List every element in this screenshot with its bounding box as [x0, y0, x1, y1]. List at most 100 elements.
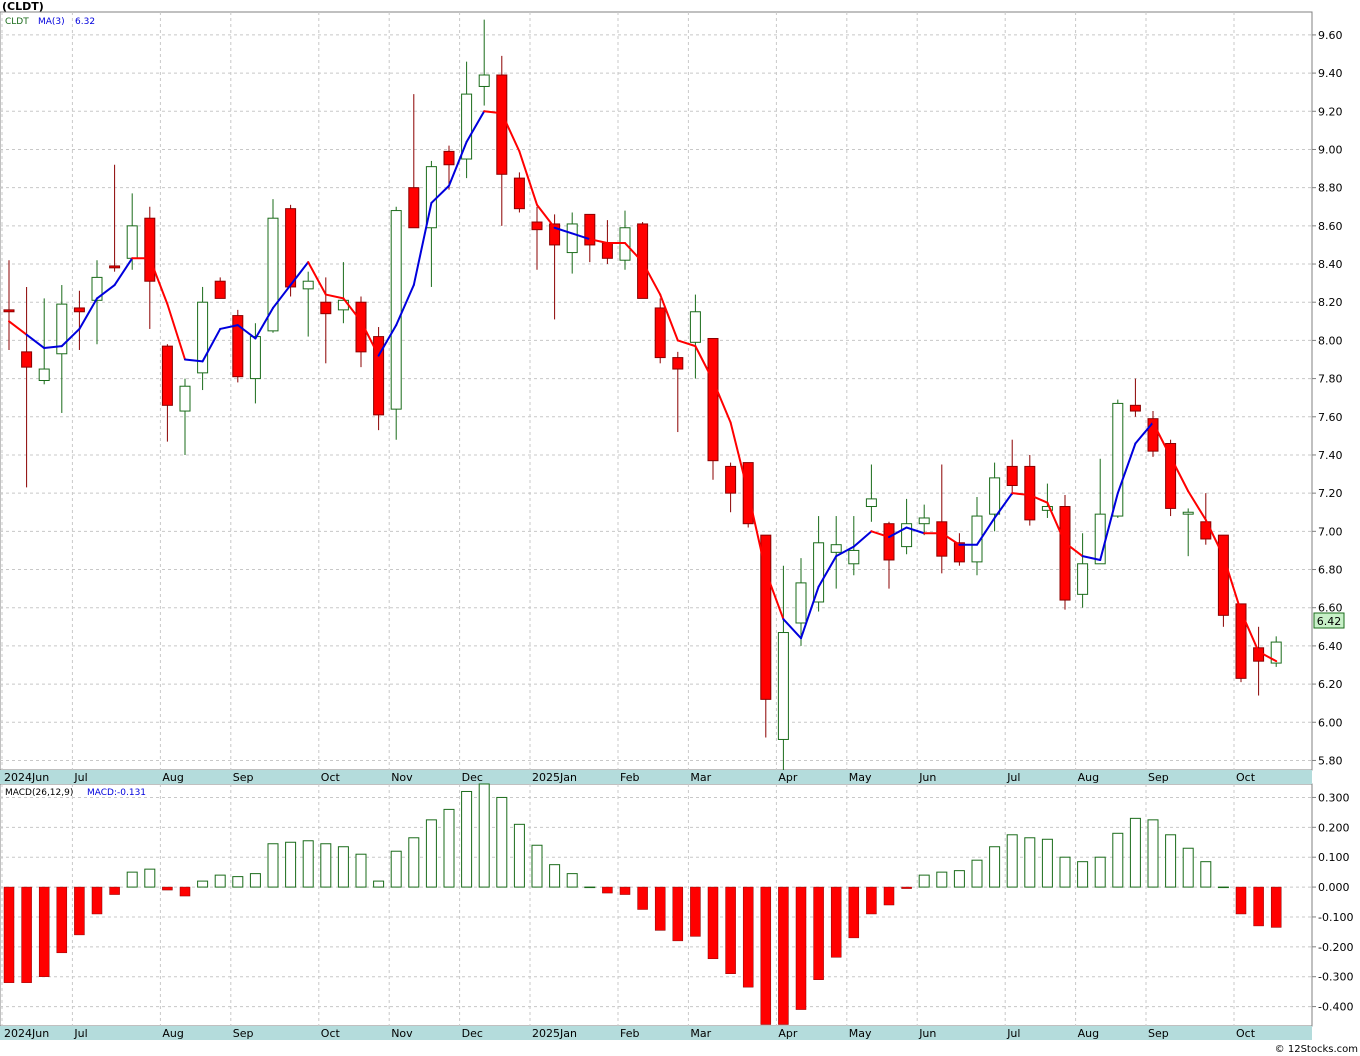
ma-segment — [272, 284, 292, 309]
price-date-label: Sep — [233, 771, 254, 784]
macd-bar-positive — [355, 853, 367, 888]
macd-date-label: 2024Jun — [4, 1027, 49, 1040]
macd-bar-positive — [232, 876, 244, 888]
candle-up — [1112, 402, 1124, 517]
ma-segment — [324, 293, 345, 300]
candle-up — [989, 477, 1001, 515]
macd-date-label: Aug — [1078, 1027, 1099, 1040]
candle-up — [689, 311, 701, 343]
macd-date-axis-band — [0, 1026, 1312, 1040]
candle-down — [21, 351, 33, 368]
price-tick-label: 9.00 — [1318, 143, 1343, 156]
candle-down — [285, 208, 297, 288]
candle-down — [1217, 534, 1229, 616]
ma-segment — [465, 110, 486, 143]
candle-up — [566, 223, 578, 254]
ma-segment — [289, 261, 310, 287]
ma-segment — [659, 293, 679, 342]
ma-segment — [676, 339, 697, 348]
macd-bar-positive — [214, 874, 226, 888]
ma-segment — [43, 345, 63, 350]
ma-segment — [148, 257, 169, 306]
macd-bar-positive — [285, 841, 297, 888]
price-tick-label: 8.20 — [1318, 296, 1343, 309]
macd-date-label: Apr — [778, 1027, 798, 1040]
candle-down — [161, 345, 173, 406]
candle-up — [1041, 506, 1053, 511]
macd-bar-positive — [1182, 847, 1194, 888]
macd-bar-positive — [267, 843, 279, 888]
candle-down — [953, 542, 965, 563]
price-date-label: Mar — [690, 771, 711, 784]
candle-up — [901, 523, 913, 548]
macd-bar-positive — [549, 864, 561, 888]
ma-segment — [448, 140, 468, 187]
ma-segment — [553, 226, 574, 235]
candles — [3, 19, 1282, 770]
macd-date-label: Dec — [462, 1027, 483, 1040]
candle-up — [848, 549, 860, 565]
price-tick-label: 9.60 — [1318, 29, 1343, 42]
macd-bars — [3, 783, 1282, 1025]
candle-down — [109, 265, 121, 269]
candle-up — [813, 542, 825, 603]
candle-down — [725, 465, 737, 494]
ma-segment — [940, 532, 961, 546]
macd-legend-label: MACD(26,12,9) — [5, 788, 73, 798]
macd-bar-negative — [707, 886, 719, 960]
candle-up — [918, 517, 930, 525]
macd-tick-label: 0.200 — [1318, 821, 1350, 834]
ma-segment — [254, 306, 274, 340]
macd-bar-negative — [654, 886, 666, 931]
macd-date-label: Mar — [690, 1027, 711, 1040]
macd-bar-negative — [1235, 886, 1247, 915]
candle-down — [3, 309, 15, 313]
candle-up — [38, 368, 50, 381]
candle-down — [1006, 465, 1018, 487]
macd-bar-positive — [566, 873, 578, 888]
macd-date-label: Oct — [1236, 1027, 1256, 1040]
ma-segment — [729, 421, 750, 495]
ma-segment — [412, 201, 433, 287]
ma-segment — [976, 516, 996, 546]
ma-segment — [500, 112, 521, 153]
macd-date-label: Feb — [620, 1027, 639, 1040]
macd-bar-positive — [1041, 838, 1053, 888]
macd-bar-positive — [953, 870, 965, 888]
macd-bar-positive — [989, 846, 1001, 888]
macd-bar-positive — [197, 880, 209, 888]
price-tick-label: 8.00 — [1318, 334, 1343, 347]
macd-bar-negative — [725, 886, 736, 974]
price-tick-label: 8.60 — [1318, 220, 1343, 233]
ma-segment — [782, 618, 802, 640]
macd-bar-negative — [179, 886, 191, 897]
macd-bar-negative — [830, 886, 842, 958]
ma-segment — [835, 545, 855, 558]
ma-segment — [184, 358, 204, 363]
ma-segment — [1257, 650, 1278, 663]
ma-segment — [993, 492, 1014, 519]
candle-down — [443, 150, 455, 166]
price-date-label: Apr — [778, 771, 798, 784]
macd-bar-positive — [1024, 837, 1036, 888]
price-tick-label: 6.40 — [1318, 640, 1343, 653]
macd-bar-negative — [109, 886, 120, 895]
ma-segment — [1152, 421, 1172, 458]
candle-down — [1235, 603, 1247, 679]
candle-down — [513, 177, 525, 210]
candle-down — [584, 213, 596, 246]
price-date-label: Aug — [162, 771, 183, 784]
macd-bar-negative — [795, 886, 807, 1010]
ma-segment — [1187, 490, 1207, 521]
ma-segment — [852, 530, 873, 548]
candle-up — [390, 210, 402, 410]
price-date-label: Dec — [462, 771, 483, 784]
candle-down — [531, 221, 543, 231]
candle-down — [654, 307, 666, 359]
legend-ma-value: 6.32 — [75, 17, 95, 27]
macd-bar-positive — [1077, 861, 1089, 888]
ma-segment — [1099, 492, 1119, 561]
ma-segment — [60, 327, 81, 348]
price-tick-label: 8.40 — [1318, 258, 1343, 271]
ma-segment — [219, 324, 239, 330]
